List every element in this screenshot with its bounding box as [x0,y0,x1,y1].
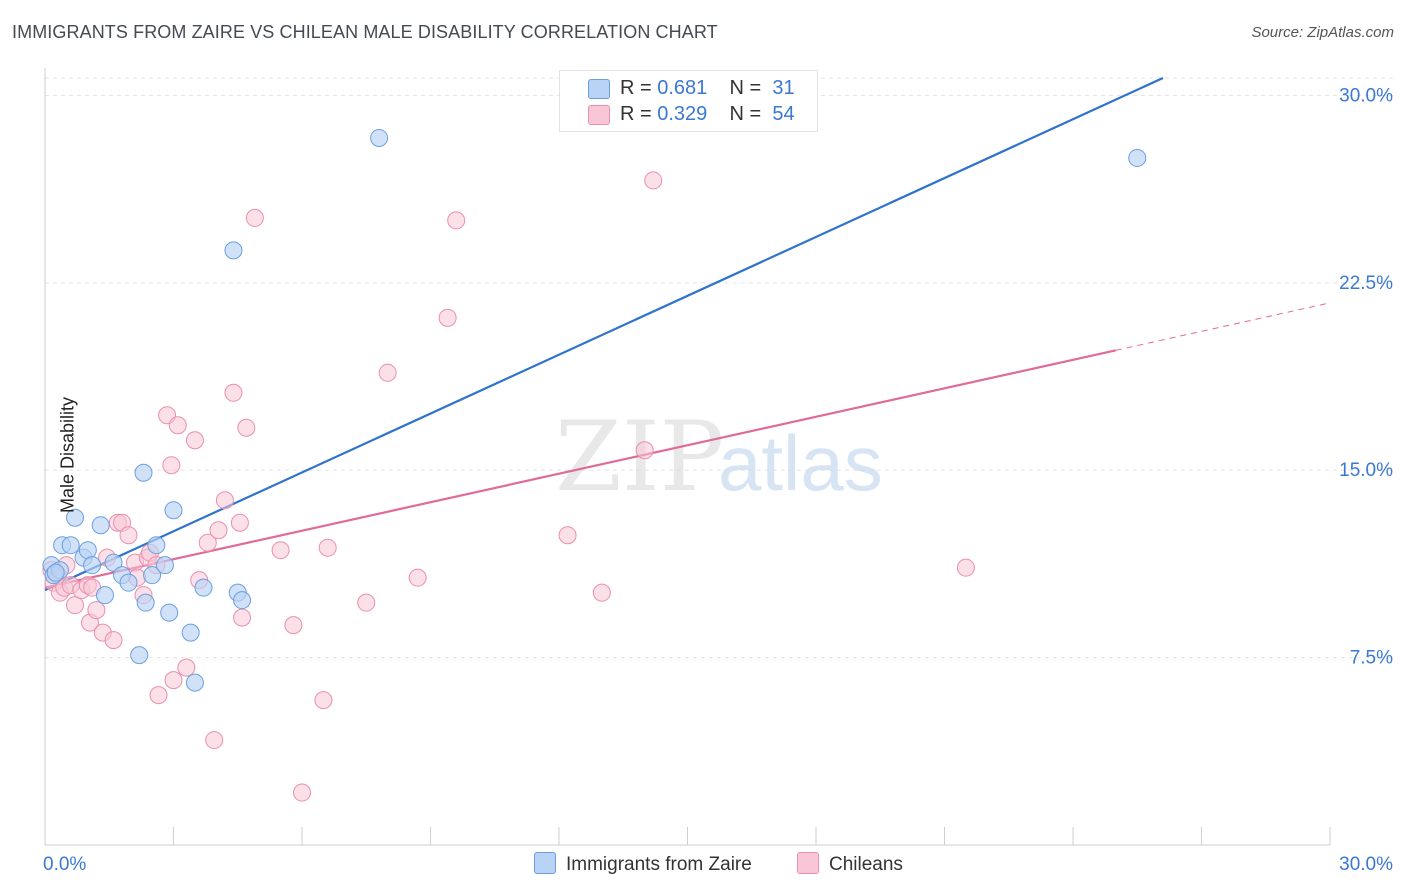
zaire-point [78,541,97,560]
y-tick-label: 15.0% [1339,460,1393,481]
chileans-point [177,658,196,677]
chileans-point [558,526,577,545]
chileans-point [149,686,168,705]
trend-line-chileans-extension [1115,302,1331,351]
chileans-point [209,521,228,540]
chileans-point [284,616,303,635]
zaire-point [1128,148,1147,167]
legend-swatch-blue [588,79,610,99]
legend-n-value: 54 [772,103,795,125]
zaire-point [181,623,200,642]
chileans-point [378,363,397,382]
bottom-legend-swatch-pink [797,852,819,874]
chileans-point [198,533,217,552]
chileans-point [233,608,252,627]
chileans-point [185,431,204,450]
zaire-point [95,586,114,605]
chileans-point [271,541,290,560]
bottom-legend-label: Chileans [829,854,903,875]
chileans-point [357,593,376,612]
legend-r-label: R = [620,103,658,125]
chileans-point [635,441,654,460]
zaire-point [194,578,213,597]
chileans-point [230,513,249,532]
zaire-point [104,553,123,572]
bottom-legend-chileans: Chileans [797,852,903,876]
zaire-point [61,536,80,555]
zaire-point [83,556,102,575]
x-tick-label: 0.0% [43,854,86,875]
y-axis-label: Male Disability [57,396,78,514]
legend-swatch-pink [588,105,610,125]
trend-line-zaire [44,76,1164,592]
bottom-legend-label: Immigrants from Zaire [566,854,752,875]
legend-r-value: 0.681 [657,77,708,99]
zaire-point [136,593,155,612]
chileans-point [447,211,466,230]
chileans-point [162,456,181,475]
chileans-point [408,568,427,587]
chileans-point [237,418,256,437]
legend-n-label: N = [729,103,767,125]
zaire-point [91,516,110,535]
chileans-point [224,383,243,402]
chileans-point [65,596,84,615]
x-tick-label: 30.0% [1339,854,1393,875]
zaire-point [155,556,174,575]
zaire-point [160,603,179,622]
chileans-point [314,691,333,710]
watermark-atlas: atlas [718,419,883,507]
zaire-point [119,573,138,592]
source-label: Source: ZipAtlas.com [1251,24,1394,41]
chileans-point [644,171,663,190]
legend-r-label: R = [620,77,658,99]
bottom-legend-zaire: Immigrants from Zaire [534,852,752,876]
zaire-point [130,646,149,665]
correlation-legend: R = 0.681 N = 31 R = 0.329 N = 54 [559,70,818,132]
zaire-point [65,508,84,527]
legend-n-label: N = [729,77,767,99]
chileans-point [956,558,975,577]
zaire-point [233,591,252,610]
chileans-point [104,631,123,650]
legend-r-value: 0.329 [657,103,708,125]
zaire-point [143,566,162,585]
chileans-point [245,208,264,227]
chileans-point [215,491,234,510]
y-tick-label: 30.0% [1339,85,1393,106]
chileans-point [293,783,311,802]
y-tick-label: 7.5% [1350,648,1393,669]
chart-title: IMMIGRANTS FROM ZAIRE VS CHILEAN MALE DI… [12,22,718,42]
chileans-point [87,601,106,620]
zaire-point [46,563,65,582]
zaire-point [370,128,389,147]
zaire-point [147,536,166,555]
zaire-point [134,463,153,482]
zaire-point [224,241,243,260]
chileans-point [164,671,183,690]
zaire-point [164,501,183,520]
trend-line-chileans [44,349,1117,589]
legend-n-value: 31 [772,77,795,99]
bottom-legend-swatch-blue [534,852,556,874]
chileans-point [318,538,337,557]
chileans-point [592,583,611,602]
chileans-point [205,731,224,750]
chileans-point [438,308,457,327]
y-tick-label: 22.5% [1339,273,1393,294]
chileans-point [168,416,187,435]
zaire-point [185,673,204,692]
chileans-point [119,526,138,545]
